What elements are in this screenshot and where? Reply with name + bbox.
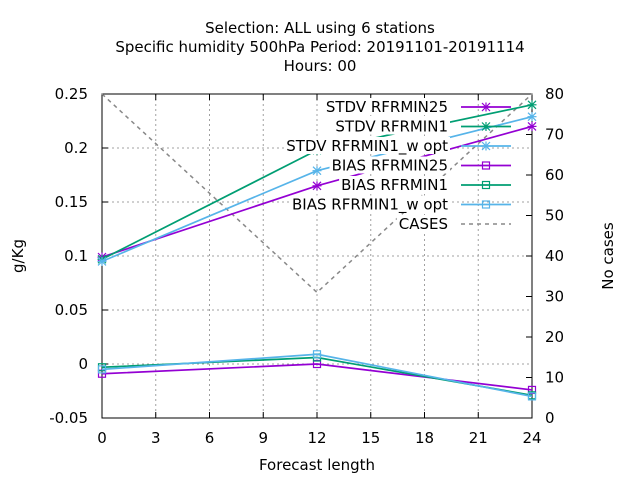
series-line [101,353,533,398]
series-line [101,363,533,391]
legend-text-background [323,98,450,115]
x-tick-label: 18 [415,429,434,447]
y2-tick-label: 20 [545,328,564,346]
y2-tick-label: 50 [545,207,564,225]
data-point-marker [481,200,491,209]
data-point-marker [527,121,537,131]
y-axis-label: g/Kg [9,239,27,273]
x-tick-label: 9 [258,429,268,447]
data-point-marker [527,392,537,401]
data-point-marker [97,256,107,266]
y2-tick-label: 40 [545,247,564,265]
legend-entry-label: CASES [399,215,448,233]
y-tick-label: 0 [78,355,88,373]
y-tick-label: 0.25 [55,85,88,103]
legend-entry-label: BIAS RFRMIN1 [341,176,448,194]
legend-entry-label: BIAS RFRMIN25 [332,157,448,175]
legend-entry-label: STDV RFRMIN1 [335,118,448,136]
x-tick-label: 6 [205,429,215,447]
y-tick-label: 0.2 [64,139,88,157]
legend-text-background [339,176,450,193]
data-point-marker [481,161,491,170]
data-point-marker [481,122,491,131]
x-tick-label: 3 [151,429,161,447]
data-point-marker [527,112,537,122]
y2-tick-label: 60 [545,166,564,184]
chart-title: Selection: ALL using 6 stationsSpecific … [115,19,524,75]
data-point-marker [312,166,322,176]
legend-text-background [290,195,450,213]
series-line [101,93,533,294]
y2-axis-label: No cases [599,222,617,290]
y2-tick-label: 30 [545,288,564,306]
series-4 [97,353,537,400]
y2-tick-label: 0 [545,409,555,427]
legend-text-background [333,117,450,135]
legend-text-background [284,137,450,154]
x-axis: 0 3 6 9 12 15 18 21 24 [97,94,542,447]
data-point-marker [527,100,537,110]
data-point-marker [481,102,491,112]
data-point-marker [97,365,107,374]
y-tick-label: -0.05 [49,409,88,427]
series-2 [97,112,537,266]
legend-text-background [396,215,450,232]
x-tick-label: 24 [522,429,541,447]
legend-entry-label: BIAS RFRMIN1_w opt [292,196,448,215]
y-axis: -0.05 0 0.05 0.1 0.15 0.2 0.25 [49,85,108,427]
data-point-marker [312,350,322,359]
legend-text-background [329,156,450,174]
chart-title-line: Selection: ALL using 6 stations [205,19,435,37]
x-tick-label: 15 [361,429,380,447]
x-axis-label: Forecast length [259,456,375,474]
chart-title-line: Specific humidity 500hPa Period: 2019110… [115,38,524,56]
x-tick-label: 12 [307,429,326,447]
data-point-marker [312,181,322,191]
y-tick-label: 0.1 [64,247,88,265]
legend-entry-label: STDV RFRMIN25 [326,98,448,116]
series-6 [101,93,533,294]
series-5 [97,350,537,401]
data-point-marker [481,141,491,151]
y-tick-label: 0.15 [55,193,88,211]
y2-tick-label: 10 [545,369,564,387]
y-tick-label: 0.05 [55,301,88,319]
legend-entry-label: STDV RFRMIN1_w opt [286,137,448,156]
x-tick-label: 21 [469,429,488,447]
data-point-marker [481,180,491,190]
x-tick-label: 0 [97,429,107,447]
y2-tick-label: 80 [545,85,564,103]
chart-title-line: Hours: 00 [284,57,357,75]
y2-tick-label: 70 [545,126,564,144]
